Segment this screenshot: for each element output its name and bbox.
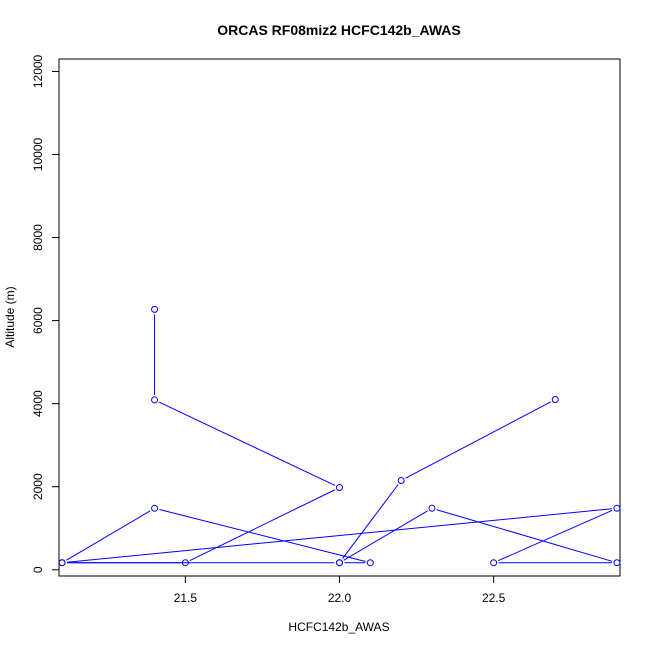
series-segment — [67, 508, 612, 563]
data-point — [366, 559, 374, 567]
plot-frame — [58, 58, 621, 577]
x-axis-label: HCFC142b_AWAS — [288, 620, 389, 634]
series-segment — [189, 489, 336, 561]
y-tick-label: 10000 — [31, 138, 45, 172]
data-point — [551, 396, 559, 404]
y-tick-label: 4000 — [31, 390, 45, 417]
y-tick-label: 12000 — [31, 54, 45, 88]
series-segment — [405, 401, 552, 479]
data-point — [181, 559, 189, 567]
y-tick-label: 0 — [31, 566, 45, 573]
data-point — [58, 559, 66, 567]
data-point — [428, 504, 436, 512]
y-tick-label: 8000 — [31, 224, 45, 251]
y-axis: 0 2000 4000 6000 8000 10000 12000 — [31, 54, 59, 573]
y-axis-label: Altitude (m) — [3, 286, 17, 347]
series-segment — [66, 510, 151, 561]
data-point — [336, 484, 343, 492]
data-point — [151, 396, 159, 404]
series-segment — [343, 510, 428, 561]
y-tick-label: 2000 — [31, 473, 45, 500]
data-point — [151, 305, 159, 313]
y-tick-label: 6000 — [31, 307, 45, 334]
series-segment — [436, 509, 613, 562]
x-tick-label: 22.0 — [328, 591, 352, 605]
data-point — [613, 504, 621, 512]
chart-title: ORCAS RF08miz2 HCFC142b_AWAS — [217, 22, 461, 38]
x-tick-label: 21.5 — [174, 591, 198, 605]
x-tick-label: 22.5 — [482, 591, 506, 605]
x-axis: 21.5 22.0 22.5 — [174, 576, 506, 605]
series-segment — [497, 509, 613, 562]
series-segment — [159, 509, 366, 562]
data-point — [613, 559, 621, 567]
data-series — [58, 305, 621, 567]
data-point — [490, 559, 498, 567]
series-segment — [342, 484, 399, 560]
data-point — [336, 559, 343, 567]
data-point — [397, 476, 405, 484]
series-segment — [158, 401, 336, 486]
data-point — [151, 504, 159, 512]
